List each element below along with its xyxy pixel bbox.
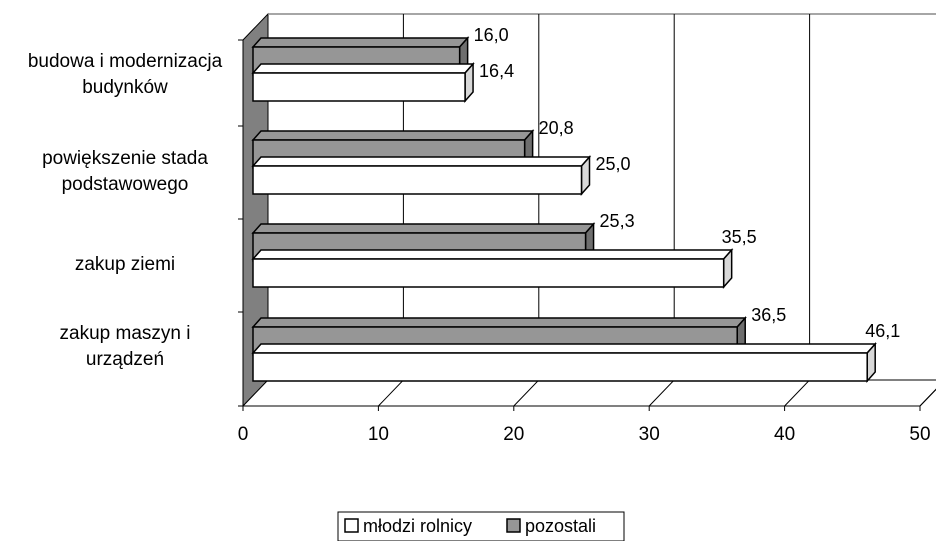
category-label: zakup maszyn i <box>60 323 191 344</box>
value-label-pozostali: 16,0 <box>474 25 509 45</box>
bar-mlodzi-3 <box>251 62 475 103</box>
gridline-floor <box>919 388 936 407</box>
bar-mlodzi-3-top <box>251 63 475 74</box>
x-tick-label: 20 <box>503 424 524 445</box>
category-label: zakup ziemi <box>75 254 175 275</box>
x-tick-label: 30 <box>639 424 660 445</box>
bars: 36,5 46,1 25,3 35,5 20,8 25,0 16,0 16,4 <box>251 25 900 383</box>
legend: młodzi rolnicy pozostali <box>337 511 625 541</box>
x-tick-label: 0 <box>238 424 249 445</box>
legend-box <box>337 511 625 541</box>
value-label-mlodzi: 46,1 <box>865 321 900 341</box>
value-label-mlodzi: 25,0 <box>596 154 631 174</box>
category-label: budowa i modernizacja <box>28 51 223 72</box>
category-label: podstawowego <box>62 174 189 195</box>
floor <box>241 379 936 407</box>
bar-mlodzi-0-top <box>251 343 877 354</box>
x-tick-label: 40 <box>774 424 795 445</box>
gridline-floor <box>648 379 675 407</box>
value-label-mlodzi: 16,4 <box>479 61 514 81</box>
gridline-floor <box>378 379 404 407</box>
x-tick-label: 10 <box>368 424 389 445</box>
bar-mlodzi-2 <box>251 155 592 196</box>
bar-pozostali-0-top <box>251 317 747 328</box>
chart-walls <box>238 12 936 408</box>
bar-mlodzi-1-front <box>252 258 725 288</box>
category-label: urządzeń <box>86 349 164 370</box>
x-tick-label: 50 <box>909 424 930 445</box>
bar-mlodzi-1-top <box>251 249 734 260</box>
bar-mlodzi-0 <box>251 342 877 383</box>
legend-swatch-pozostali <box>506 518 521 533</box>
bar-pozostali-1-top <box>251 223 596 234</box>
legend-swatch-mlodzi <box>344 518 359 533</box>
value-label-pozostali: 20,8 <box>539 118 574 138</box>
value-label-pozostali: 25,3 <box>600 211 635 231</box>
bar-mlodzi-3-front <box>252 72 466 102</box>
bar-mlodzi-2-top <box>251 156 592 167</box>
gridline-floor <box>784 379 810 407</box>
bar-mlodzi-0-front <box>252 352 868 382</box>
legend-label-mlodzi: młodzi rolnicy <box>363 516 472 536</box>
bar-pozostali-3-top <box>251 37 470 48</box>
value-label-mlodzi: 35,5 <box>722 227 757 247</box>
legend-label-pozostali: pozostali <box>525 516 596 536</box>
bar-pozostali-2-top <box>251 130 535 141</box>
x-axis-ticks: 0 10 20 30 40 50 <box>238 424 931 445</box>
bar-mlodzi-2-front <box>252 165 583 195</box>
category-label: budynków <box>82 77 168 98</box>
gridline-floor <box>513 379 540 407</box>
bar-mlodzi-1 <box>251 248 734 289</box>
value-label-pozostali: 36,5 <box>751 305 786 325</box>
category-label: powiększenie stada <box>42 148 208 169</box>
category-labels: zakup maszyn i urządzeń zakup ziemi powięks… <box>28 51 223 370</box>
